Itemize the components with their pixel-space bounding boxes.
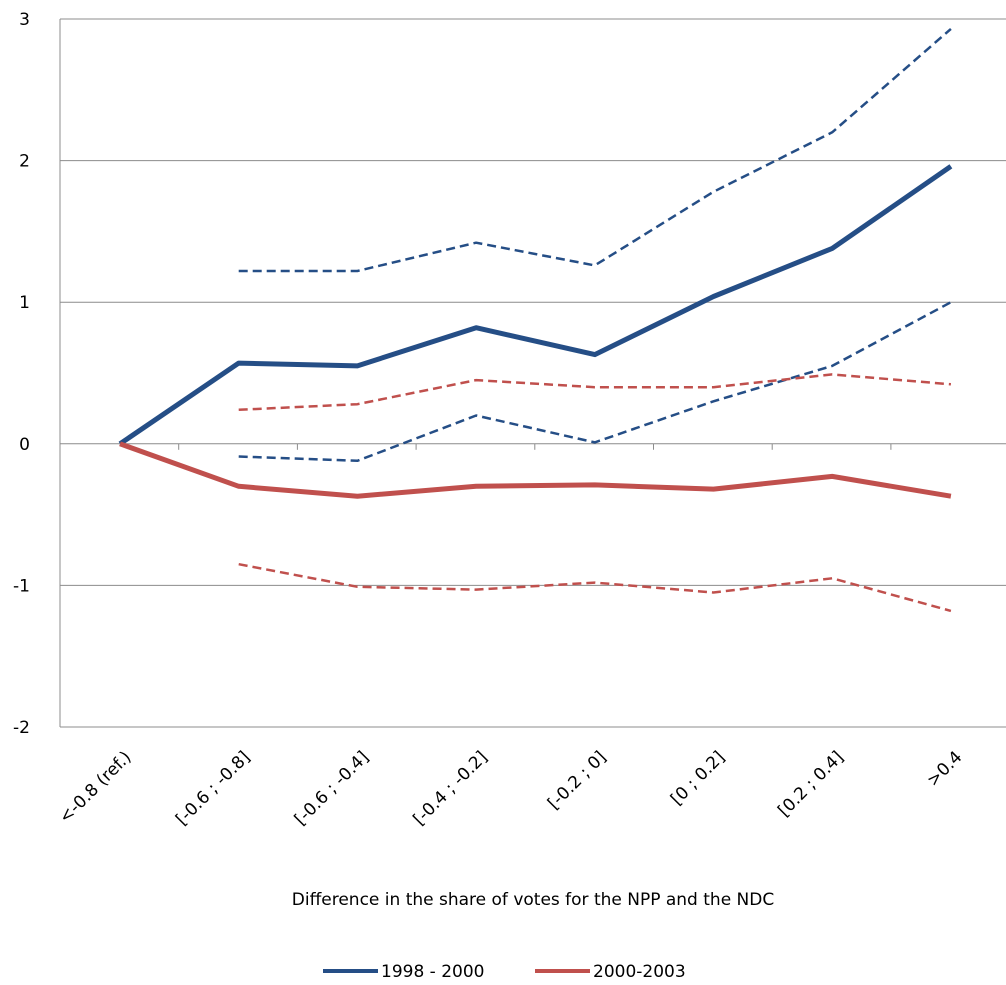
y-tick-label: 2 bbox=[19, 152, 30, 172]
confidence-band-line bbox=[238, 373, 952, 412]
confidence-band-line bbox=[238, 301, 952, 463]
x-tick-labels: <-0.8 (ref.) [-0.6 ; -0.8] [-0.6 ; -0.4] [-… bbox=[55, 747, 966, 829]
y-tick-label: 1 bbox=[19, 293, 30, 313]
legend-label: 2000-2003 bbox=[593, 962, 686, 982]
x-tick-label: [0 ; 0.2] bbox=[667, 747, 729, 809]
x-tick-label: [-0.2 ; 0] bbox=[544, 747, 610, 813]
series-line bbox=[119, 441, 952, 499]
y-tick-label: 3 bbox=[19, 10, 30, 30]
y-tick-labels: 3 2 1 0 -1 -2 bbox=[13, 10, 30, 738]
x-tick-label: >0.4 bbox=[923, 747, 966, 790]
series-lines bbox=[118, 27, 953, 613]
y-tick-label: -1 bbox=[13, 576, 30, 596]
y-tick-label: -2 bbox=[13, 718, 30, 738]
x-tick-label: [-0.6 ; -0.4] bbox=[291, 747, 373, 829]
x-tick-label: [-0.6 ; -0.8] bbox=[172, 747, 254, 829]
x-tick-label: [0.2 ; 0.4] bbox=[774, 747, 847, 820]
x-tick-label: [-0.4 ; -0.2] bbox=[410, 747, 492, 829]
gridlines bbox=[60, 18, 1006, 728]
axes bbox=[59, 19, 1006, 727]
legend: 1998 - 2000 2000-2003 bbox=[323, 962, 686, 982]
legend-label: 1998 - 2000 bbox=[381, 962, 484, 982]
x-tick-label: <-0.8 (ref.) bbox=[55, 747, 135, 827]
confidence-band-line bbox=[238, 27, 952, 273]
confidence-band-line bbox=[238, 562, 952, 613]
x-axis-title: Difference in the share of votes for the… bbox=[292, 890, 774, 910]
y-tick-label: 0 bbox=[19, 435, 30, 455]
series-line bbox=[118, 164, 953, 446]
